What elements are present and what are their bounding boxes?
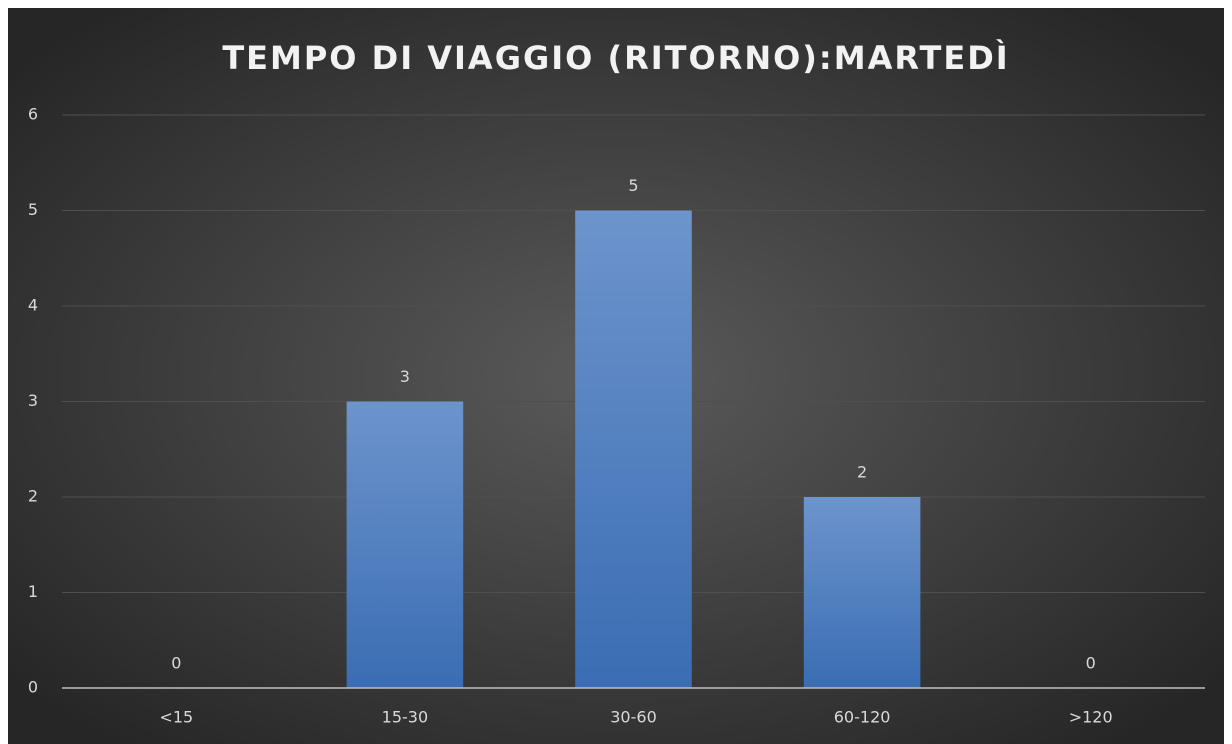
x-tick-label: 30-60 <box>610 708 657 727</box>
y-tick-label: 5 <box>28 200 38 219</box>
data-label: 3 <box>400 367 410 386</box>
y-tick-label: 3 <box>28 391 38 410</box>
data-label: 0 <box>171 654 181 673</box>
y-tick-label: 1 <box>28 582 38 601</box>
x-tick-label: 15-30 <box>382 708 429 727</box>
x-tick-label: <15 <box>159 708 193 727</box>
y-tick-label: 2 <box>28 487 38 506</box>
bar <box>575 210 692 688</box>
x-tick-label: 60-120 <box>834 708 891 727</box>
bar <box>346 401 464 688</box>
chart-title: TEMPO DI VIAGGIO (RITORNO):MARTEDÌ <box>222 39 1009 77</box>
data-label: 2 <box>857 463 867 482</box>
data-label: 5 <box>628 176 638 195</box>
bar <box>803 497 921 688</box>
y-tick-label: 4 <box>28 296 38 315</box>
x-tick-label: >120 <box>1069 708 1113 727</box>
y-tick-label: 0 <box>28 678 38 697</box>
data-label: 0 <box>1086 654 1096 673</box>
y-tick-label: 6 <box>28 105 38 124</box>
